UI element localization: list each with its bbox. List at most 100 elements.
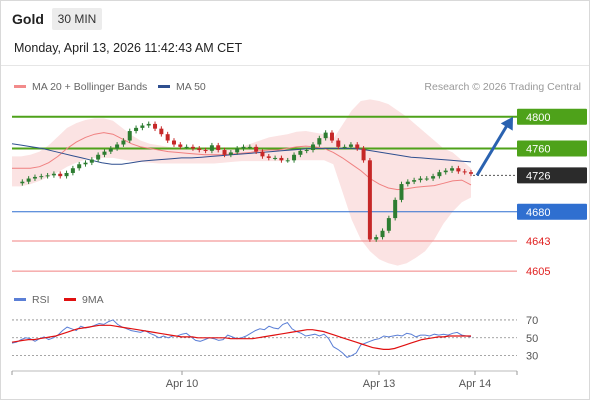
candle-body xyxy=(304,150,309,152)
9ma-swatch-icon xyxy=(64,297,76,301)
rsi-tick-label: 50 xyxy=(526,333,538,345)
candle-body xyxy=(115,144,120,149)
legend-item-ma20: MA 20 + Bollinger Bands xyxy=(14,81,147,93)
candle-body xyxy=(469,172,473,174)
candle-body xyxy=(361,148,366,161)
candle-body xyxy=(171,140,176,145)
level-label-4643: 4643 xyxy=(526,236,550,248)
legend-label: MA 20 + Bollinger Bands xyxy=(32,81,148,93)
candle-body xyxy=(386,218,391,231)
rsi-tick-label: 70 xyxy=(526,315,538,327)
candle-body xyxy=(108,148,113,152)
candle-body xyxy=(323,132,328,139)
candle-body xyxy=(260,151,265,157)
candle-body xyxy=(178,144,183,147)
legend-label: 9MA xyxy=(82,294,104,306)
candle-body xyxy=(159,128,164,135)
candle-body xyxy=(39,176,44,178)
level-label-4726: 4726 xyxy=(517,167,587,184)
candle-body xyxy=(317,138,322,145)
rsi-swatch-icon xyxy=(14,297,26,301)
candle-body xyxy=(399,184,404,200)
legend-item-9ma: 9MA xyxy=(64,294,104,306)
level-label-text: 4726 xyxy=(526,170,550,182)
candle-body xyxy=(184,146,189,148)
candle-body xyxy=(216,145,221,151)
candle-body xyxy=(165,134,170,141)
level-label-text: 4760 xyxy=(526,143,550,155)
candle-body xyxy=(235,148,240,153)
candle-body xyxy=(134,127,139,132)
level-label-4605: 4605 xyxy=(526,266,550,278)
candle-body xyxy=(26,178,31,182)
level-label-text: 4800 xyxy=(526,112,550,124)
candle-body xyxy=(374,237,379,240)
candle-body xyxy=(279,157,284,161)
candle-body xyxy=(127,131,132,141)
candle-body xyxy=(254,146,259,152)
level-label-bg xyxy=(517,108,587,125)
candle-body xyxy=(83,162,88,165)
level-label-bg xyxy=(517,203,587,220)
legend-label: RSI xyxy=(32,294,50,306)
level-label-bg xyxy=(517,167,587,184)
candle-body xyxy=(412,180,417,182)
candle-body xyxy=(456,168,461,172)
x-tick-label: Apr 10 xyxy=(166,378,198,390)
candle-body xyxy=(443,170,448,173)
candle-body xyxy=(32,176,37,179)
candle-body xyxy=(342,146,347,148)
level-label-text: 4605 xyxy=(526,266,550,278)
candle-body xyxy=(380,230,385,238)
timeframe-button[interactable]: 30 MIN xyxy=(52,8,102,30)
candle-body xyxy=(431,176,436,179)
level-label-4760: 4760 xyxy=(517,140,587,157)
candle-body xyxy=(437,172,442,177)
candle-body xyxy=(140,125,145,128)
x-tick-label: Apr 14 xyxy=(459,378,491,390)
candle-body xyxy=(247,146,252,148)
header-divider xyxy=(1,65,589,66)
candle-body xyxy=(203,150,208,152)
candle-body xyxy=(285,160,290,162)
ma20-swatch-icon xyxy=(14,84,26,88)
ma20-line xyxy=(12,132,472,191)
candle-body xyxy=(77,164,82,169)
candle-body xyxy=(153,123,158,129)
candle-body xyxy=(96,154,101,160)
candle-body xyxy=(58,173,63,177)
level-label-4800: 4800 xyxy=(517,108,587,125)
candle-body xyxy=(222,150,227,155)
candle-body xyxy=(462,171,467,173)
research-credit: Research © 2026 Trading Central xyxy=(424,81,581,93)
candle-body xyxy=(424,178,429,180)
candle-body xyxy=(209,145,214,151)
candle-body xyxy=(266,156,271,158)
candle-body xyxy=(348,144,353,147)
chart-header: Gold 30 MIN xyxy=(1,1,589,37)
candle-body xyxy=(45,175,50,177)
x-tick-label: Apr 13 xyxy=(363,378,395,390)
candle-body xyxy=(418,178,423,181)
candle-body xyxy=(393,199,398,219)
candle-body xyxy=(102,151,107,155)
candle-body xyxy=(450,168,455,171)
level-label-4680: 4680 xyxy=(517,203,587,220)
legend-item-rsi: RSI xyxy=(14,294,50,306)
legend-label: MA 50 xyxy=(176,81,206,93)
candle-body xyxy=(197,148,202,151)
legend-item-ma50: MA 50 xyxy=(158,81,206,93)
level-label-text: 4643 xyxy=(526,236,550,248)
candle-body xyxy=(329,132,334,141)
candle-body xyxy=(64,172,69,177)
candle-body xyxy=(51,173,56,176)
candle-body xyxy=(146,123,151,126)
candle-body xyxy=(311,144,316,151)
candle-body xyxy=(89,159,94,163)
candle-body xyxy=(273,157,278,159)
projection-arrowhead-icon xyxy=(500,116,513,131)
candle-body xyxy=(228,152,233,155)
asset-name: Gold xyxy=(12,11,44,27)
